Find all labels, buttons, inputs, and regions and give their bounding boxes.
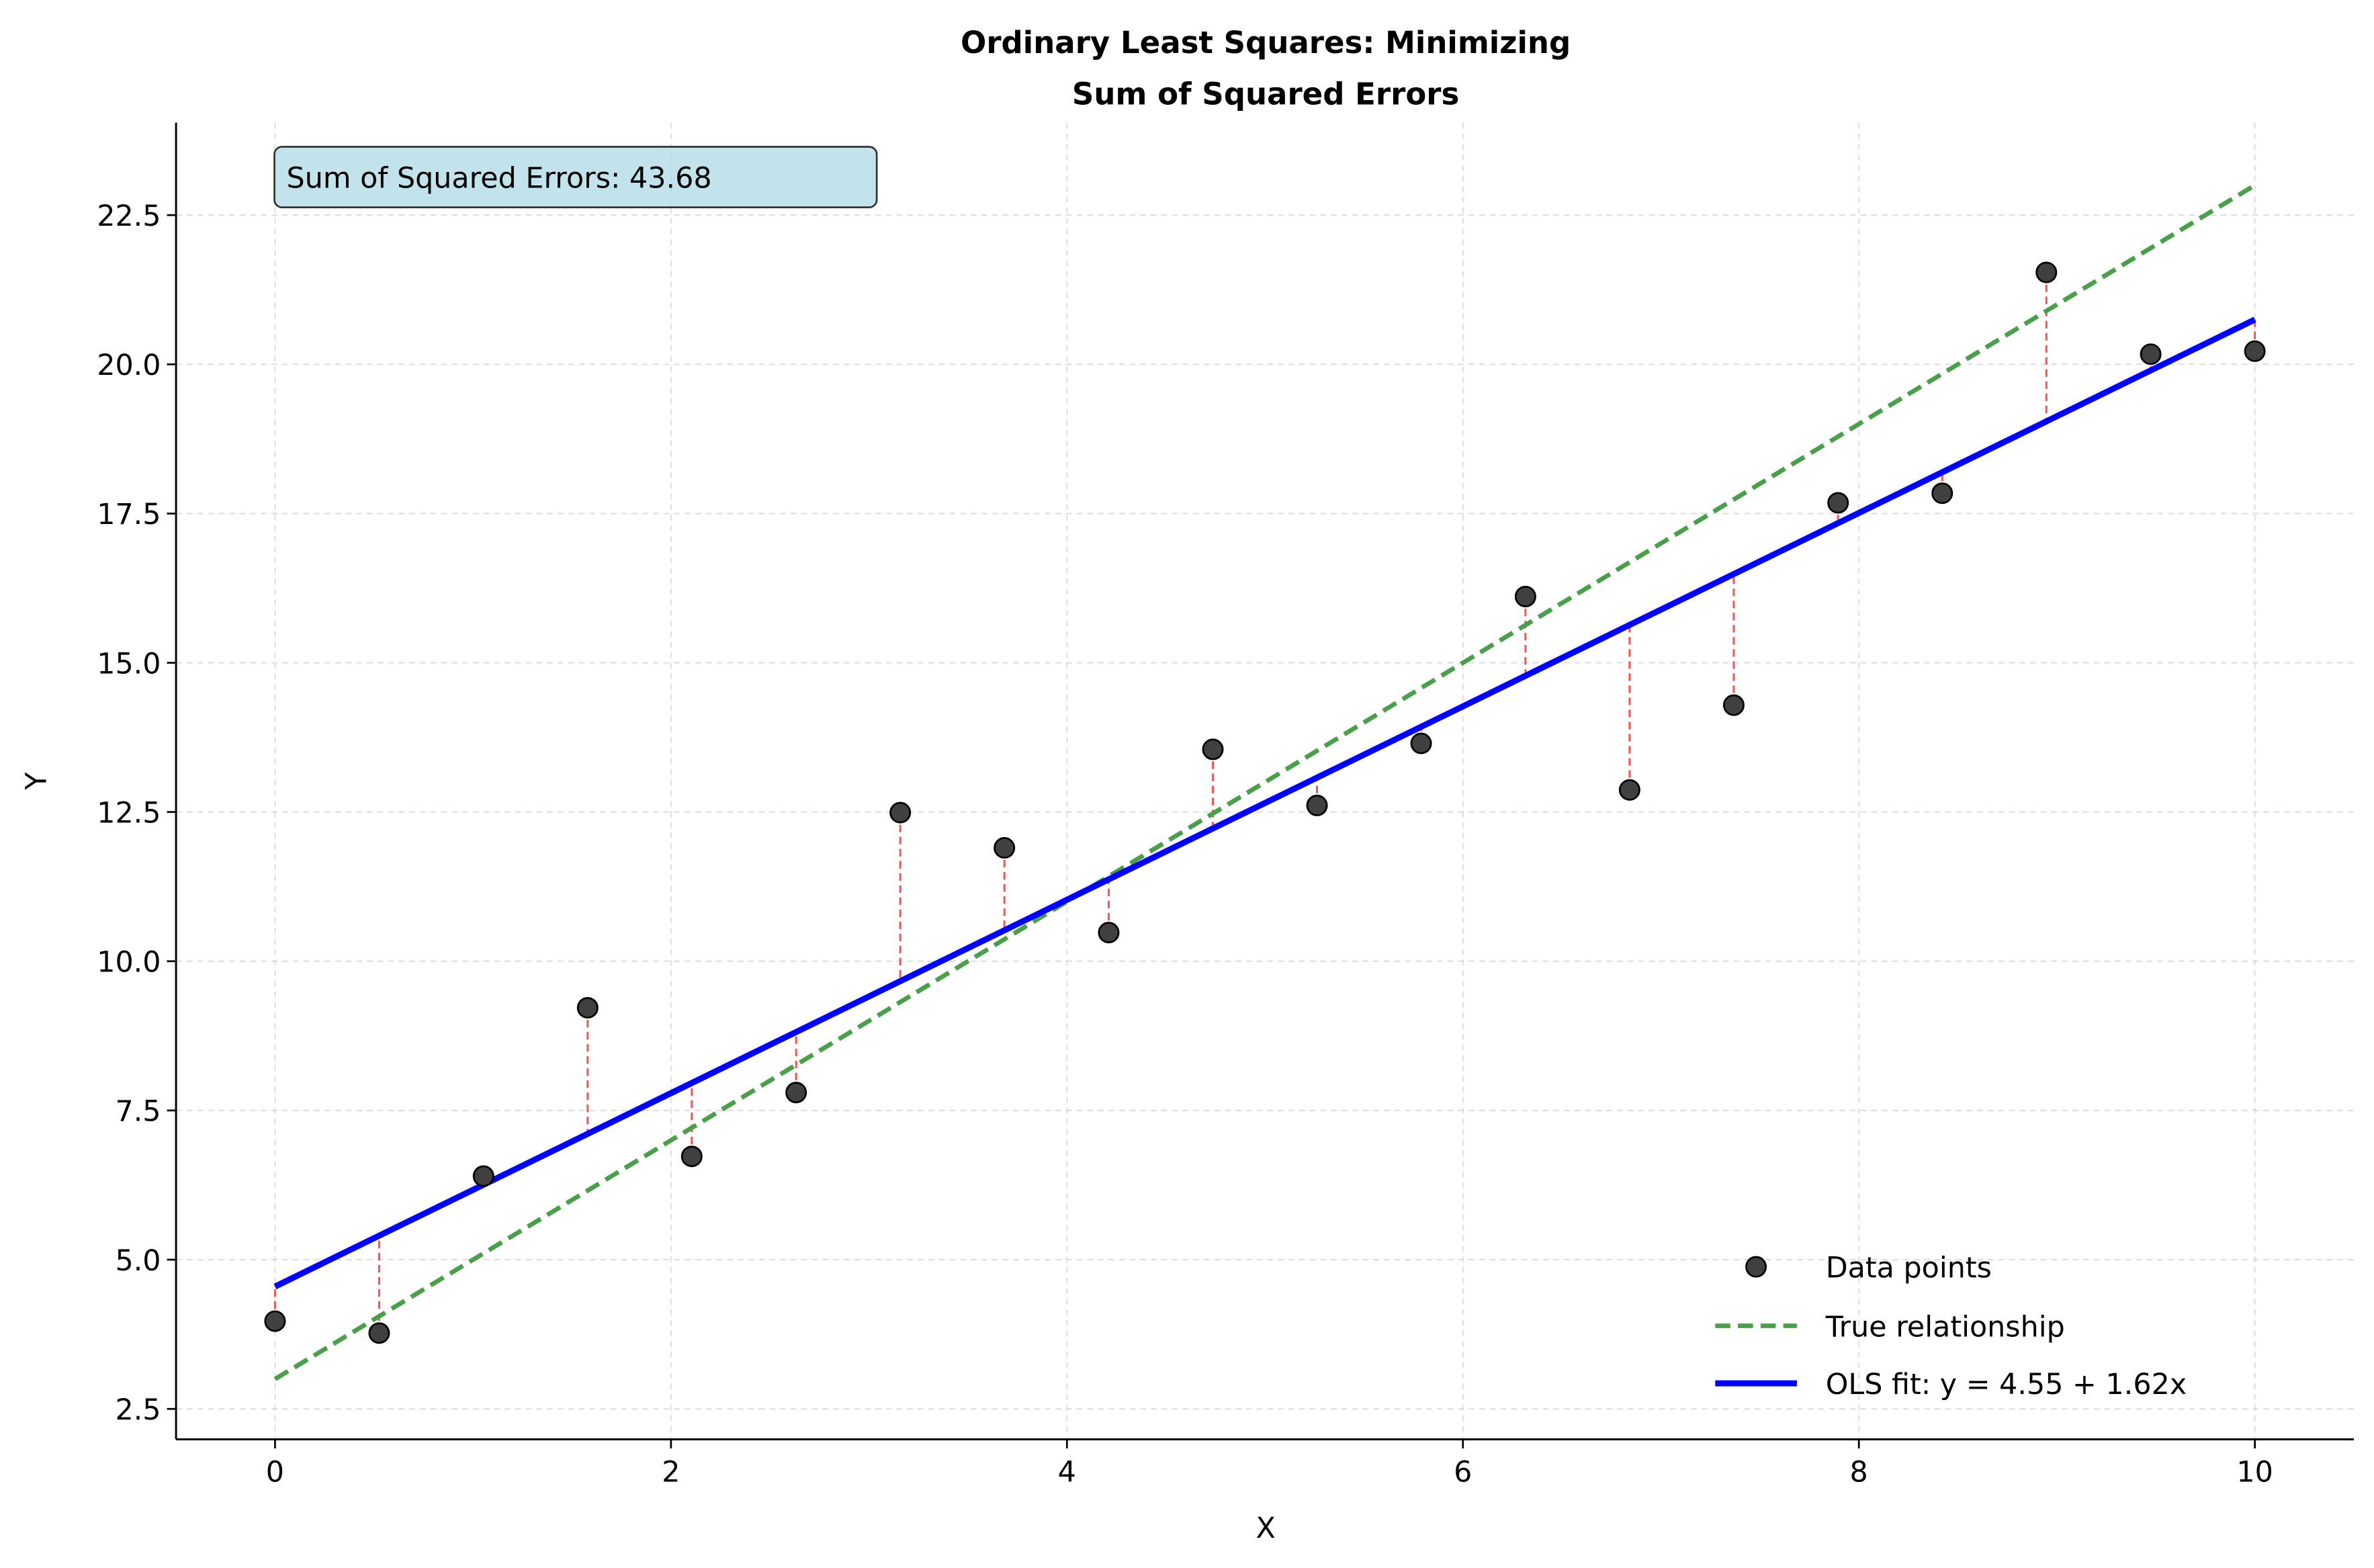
y-tick-label: 22.5: [97, 200, 161, 233]
y-axis-label: Y: [19, 772, 53, 791]
y-tick-label: 20.0: [97, 349, 161, 382]
data-point: [2140, 343, 2162, 365]
data-point: [994, 837, 1016, 859]
x-tick-label: 8: [1850, 1456, 1868, 1489]
data-point: [1931, 482, 1953, 505]
grid: [176, 122, 2354, 1440]
x-axis-label: X: [1256, 1512, 1275, 1545]
y-tick-label: 12.5: [97, 796, 161, 830]
data-point: [2035, 261, 2058, 284]
sse-annotation: Sum of Squared Errors: 43.68: [273, 146, 878, 208]
data-point: [1827, 492, 1849, 514]
y-tick-label: 17.5: [97, 498, 161, 531]
ticks: 0 2 4 6 8 10 2.5 5.0 7.5 10.0 12.5 15.0 17.5 20.0 22.5: [97, 200, 2273, 1489]
x-tick-label: 4: [1058, 1456, 1076, 1489]
data-point: [1618, 779, 1640, 801]
chart-title-line-1: Ordinary Least Squares: Minimizing: [961, 25, 1571, 60]
y-tick-label: 7.5: [115, 1095, 161, 1129]
data-point: [785, 1082, 807, 1104]
chart-title-line-2: Sum of Squared Errors: [1072, 76, 1459, 112]
sse-annotation-box: [273, 146, 878, 208]
x-tick-label: 6: [1454, 1456, 1472, 1489]
legend-label-true-relationship: True relationship: [1825, 1310, 2065, 1344]
fit-lines: [273, 183, 2256, 1381]
data-point: [264, 1310, 286, 1332]
axes: [175, 122, 2354, 1440]
y-tick-label: 15.0: [97, 647, 161, 681]
data-point: [576, 997, 599, 1019]
legend: Data points True relationship OLS fit: y…: [1715, 1251, 2187, 1401]
data-point: [1514, 585, 1536, 607]
data-point: [889, 801, 912, 824]
data-point: [1098, 922, 1120, 944]
data-point: [1202, 738, 1224, 760]
x-tick-label: 10: [2236, 1456, 2273, 1489]
legend-label-ols-fit: OLS fit: y = 4.55 + 1.62x: [1826, 1368, 2187, 1401]
ols-fit-line: [273, 316, 2256, 1290]
y-tick-label: 5.0: [115, 1244, 161, 1278]
legend-marker-data-points: [1745, 1256, 1767, 1278]
x-tick-label: 2: [662, 1456, 680, 1489]
data-point: [1410, 732, 1432, 754]
y-tick-label: 10.0: [97, 946, 161, 979]
legend-label-data-points: Data points: [1826, 1251, 1992, 1284]
data-point: [680, 1145, 703, 1168]
data-point: [368, 1322, 390, 1344]
sse-annotation-text: Sum of Squared Errors: 43.68: [287, 161, 712, 195]
data-point: [1306, 794, 1328, 816]
y-tick-label: 2.5: [115, 1393, 161, 1427]
data-point: [1722, 694, 1745, 716]
data-point: [472, 1165, 494, 1187]
x-tick-label: 0: [266, 1456, 284, 1489]
data-points: [264, 261, 2266, 1344]
data-point: [2244, 340, 2266, 362]
